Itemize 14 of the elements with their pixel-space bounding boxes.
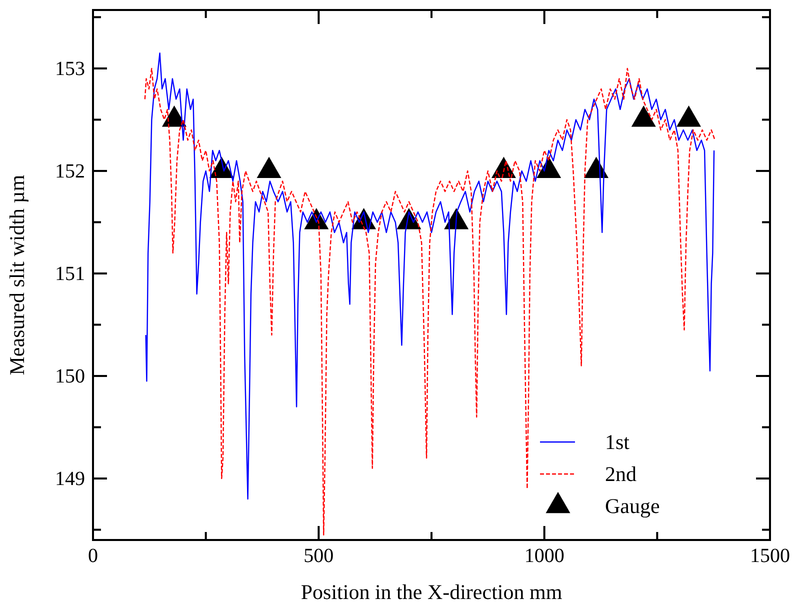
legend-label: 1st bbox=[605, 430, 630, 454]
y-tick-label: 151 bbox=[55, 262, 85, 285]
x-tick-label: 0 bbox=[88, 545, 98, 568]
x-tick-label: 500 bbox=[304, 545, 334, 568]
y-tick-label: 149 bbox=[55, 468, 85, 490]
x-tick-label: 1000 bbox=[524, 545, 564, 568]
y-tick-label: 152 bbox=[55, 160, 85, 182]
y-tick-label: 153 bbox=[55, 58, 85, 80]
y-tick-label: 150 bbox=[55, 365, 85, 388]
x-tick-label: 1500 bbox=[750, 545, 790, 568]
legend-label: 2nd bbox=[605, 462, 637, 486]
legend-label: Gauge bbox=[605, 494, 660, 518]
x-axis-title: Position in the X-direction mm bbox=[300, 580, 562, 604]
y-axis-title: Measured slit width µm bbox=[5, 174, 29, 376]
